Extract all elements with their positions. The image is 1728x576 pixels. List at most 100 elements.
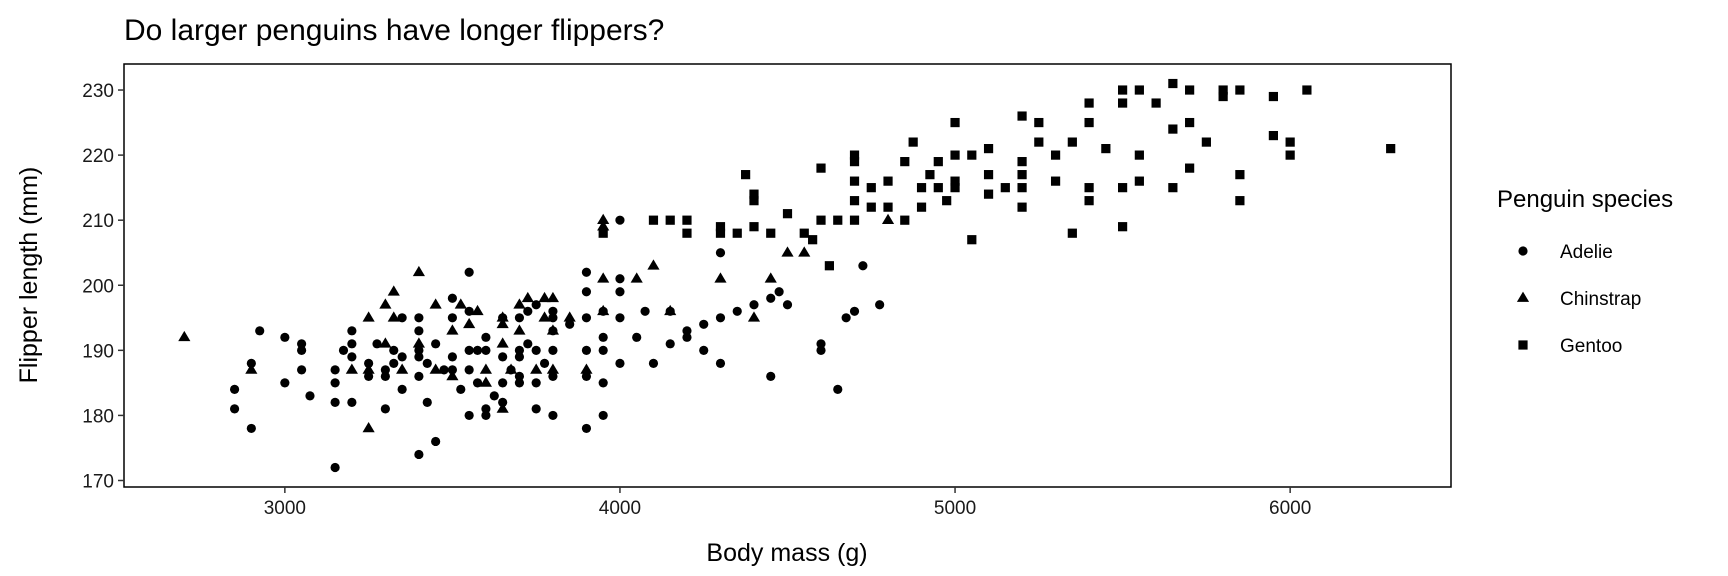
gentoo-point xyxy=(1000,183,1010,193)
gentoo-point xyxy=(816,215,826,225)
gentoo-point xyxy=(1168,124,1178,134)
chinstrap-point xyxy=(513,298,526,309)
x-axis: 3000 4000 5000 6000 xyxy=(264,487,1311,519)
gentoo-point xyxy=(1017,183,1027,193)
adelie-point xyxy=(531,345,541,355)
gentoo-point xyxy=(1185,117,1195,128)
gentoo-point xyxy=(1084,98,1094,108)
adelie-point xyxy=(464,365,474,375)
y-tick-label: 200 xyxy=(82,276,114,297)
adelie-point xyxy=(347,352,357,362)
adelie-point xyxy=(514,371,525,381)
gentoo-point xyxy=(1034,137,1044,147)
adelie-point xyxy=(246,358,256,368)
gentoo-point xyxy=(1017,202,1027,212)
gentoo-point xyxy=(849,176,860,186)
gentoo-point xyxy=(1268,91,1278,102)
adelie-point xyxy=(715,358,726,368)
adelie-point xyxy=(397,313,407,323)
adelie-point xyxy=(699,319,709,329)
x-tick-label: 4000 xyxy=(599,498,641,519)
y-tick-label: 210 xyxy=(82,211,114,232)
chinstrap-point xyxy=(496,311,509,322)
gentoo-point xyxy=(1017,170,1027,180)
chinstrap-point xyxy=(387,311,400,322)
chinstrap-point xyxy=(597,213,610,225)
chinstrap-point xyxy=(454,298,467,309)
chinstrap-point xyxy=(479,376,492,387)
adelie-point xyxy=(498,397,508,407)
chinstrap-point xyxy=(504,363,518,374)
chinstrap-point xyxy=(429,363,442,374)
adelie-point xyxy=(782,300,793,310)
gentoo-point xyxy=(883,176,893,186)
gentoo-point xyxy=(1084,117,1094,128)
chinstrap-point xyxy=(446,324,459,335)
adelie-point xyxy=(481,345,491,355)
chinstrap-point xyxy=(747,311,761,322)
adelie-point xyxy=(472,345,483,355)
chinstrap-point xyxy=(664,304,677,316)
gentoo-point xyxy=(942,196,952,206)
gentoo-point xyxy=(833,215,843,225)
adelie-point xyxy=(682,326,692,336)
chinstrap-point xyxy=(496,402,509,413)
gentoo-point xyxy=(1235,170,1245,180)
chinstrap-point xyxy=(379,298,392,309)
adelie-point xyxy=(699,345,709,355)
legend-title: Penguin species xyxy=(1497,186,1673,213)
gentoo-point xyxy=(1067,228,1077,238)
gentoo-point xyxy=(782,209,793,219)
adelie-point xyxy=(514,352,525,362)
gentoo-point xyxy=(1134,150,1144,160)
adelie-point xyxy=(498,378,508,388)
chinstrap-point xyxy=(496,337,509,348)
gentoo-point xyxy=(1118,222,1128,232)
gentoo-point xyxy=(1084,183,1094,193)
x-tick-label: 6000 xyxy=(1269,498,1311,519)
adelie-point xyxy=(364,358,374,368)
legend-key-triangle-icon xyxy=(1516,291,1530,302)
adelie-point xyxy=(439,365,449,375)
gentoo-point xyxy=(1084,196,1094,206)
chinstrap-point xyxy=(245,363,258,374)
chinstrap-point xyxy=(546,291,560,303)
gentoo-point xyxy=(598,228,608,238)
gentoo-point xyxy=(1235,196,1245,206)
chinstrap-point xyxy=(362,363,375,374)
gentoo-point xyxy=(1101,144,1111,154)
gentoo-point xyxy=(1050,150,1061,160)
gentoo-point xyxy=(749,189,759,199)
gentoo-point xyxy=(950,117,960,128)
chinstrap-point xyxy=(647,259,660,270)
gentoo-point xyxy=(1118,183,1128,193)
chinstrap-point xyxy=(798,246,811,257)
gentoo-point xyxy=(1268,130,1278,141)
chinstrap-point xyxy=(521,291,534,303)
adelie-point xyxy=(548,345,558,355)
gentoo-point xyxy=(933,157,943,167)
adelie-point xyxy=(380,371,390,381)
adelie-point xyxy=(305,391,315,401)
chinstrap-point xyxy=(178,330,191,342)
gentoo-point xyxy=(1067,137,1077,147)
chinstrap-point xyxy=(379,337,392,348)
chinstrap-point xyxy=(630,272,643,283)
adelie-point xyxy=(447,352,457,362)
gentoo-point xyxy=(741,170,751,180)
adelie-point xyxy=(414,345,424,355)
adelie-point xyxy=(648,358,659,368)
adelie-point xyxy=(774,287,784,297)
adelie-point xyxy=(715,313,726,323)
legend-label: Adelie xyxy=(1560,242,1613,263)
chinstrap-point xyxy=(362,311,375,322)
adelie-point xyxy=(330,378,340,388)
chinstrap-point xyxy=(429,298,442,309)
adelie-point xyxy=(581,267,592,277)
gentoo-point xyxy=(849,157,860,167)
chinstrap-point xyxy=(496,317,509,329)
adelie-point xyxy=(598,345,608,355)
adelie-point xyxy=(766,371,776,381)
adelie-point xyxy=(330,365,340,375)
